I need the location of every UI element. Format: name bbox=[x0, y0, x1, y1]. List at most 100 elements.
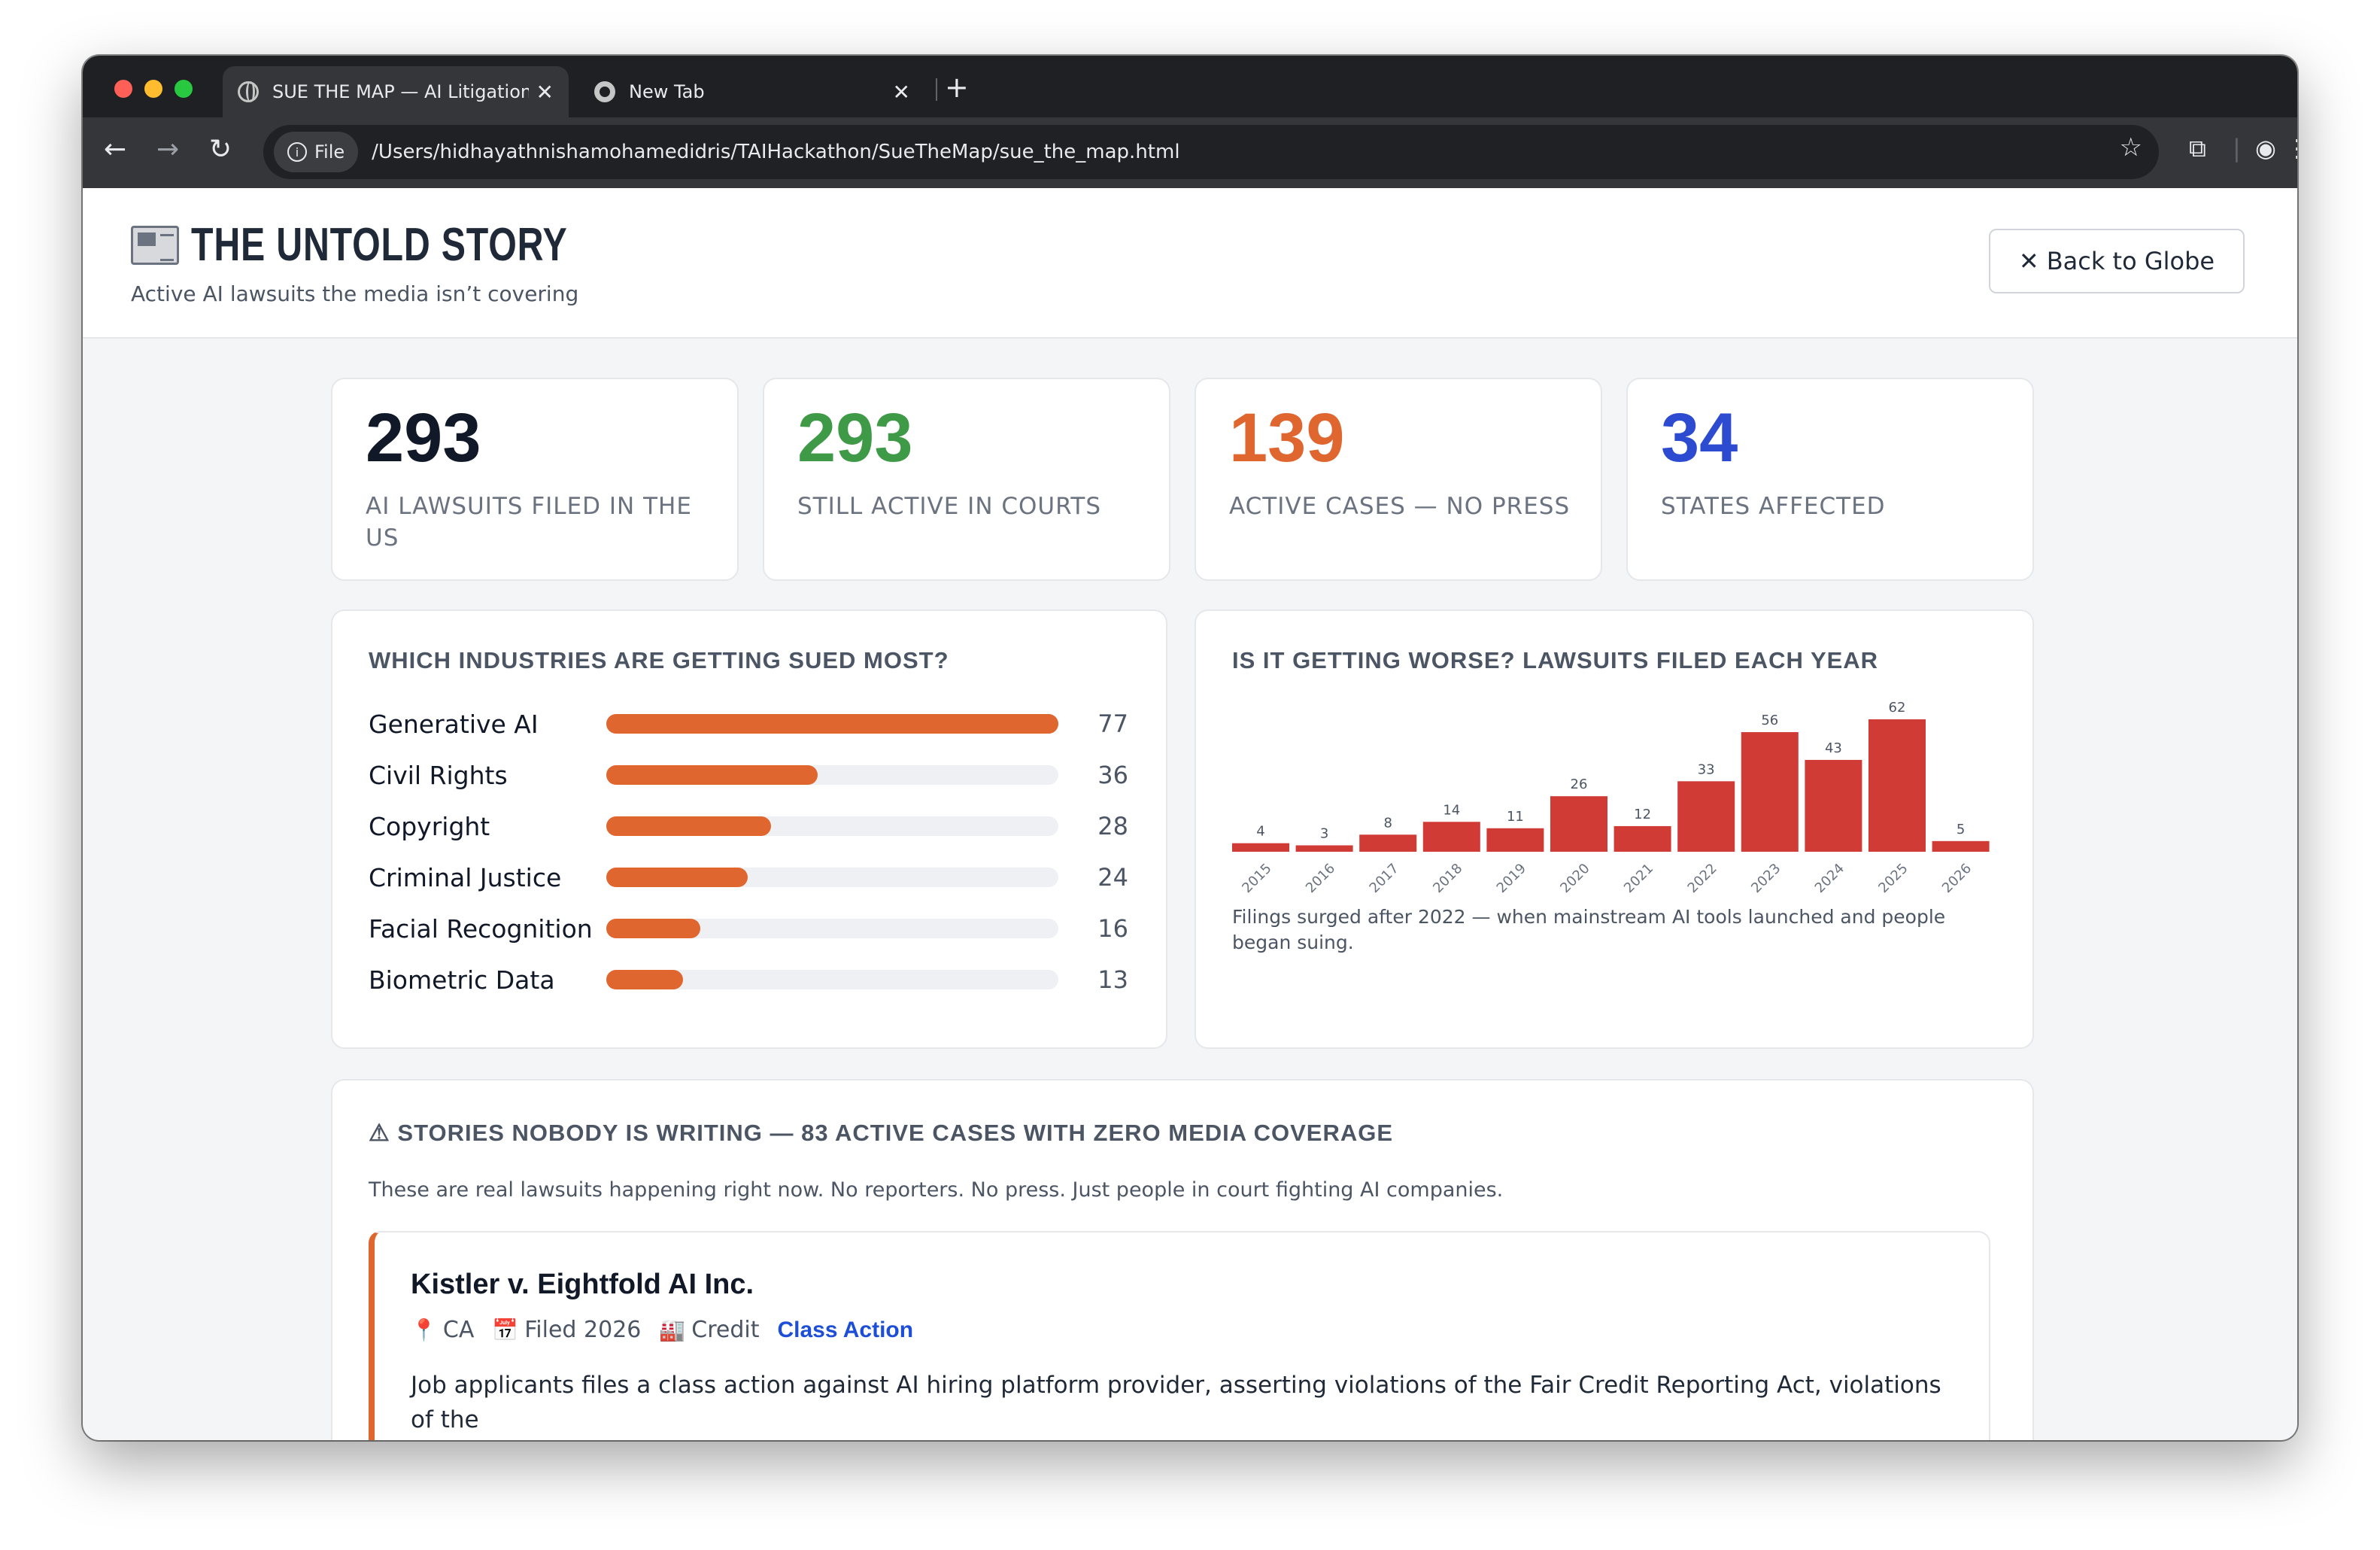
stat-value: 293 bbox=[366, 400, 481, 476]
industry-bar-fill bbox=[606, 714, 1059, 734]
chart-tick-label: 2015 bbox=[1239, 861, 1274, 896]
reload-icon[interactable]: ↻ bbox=[209, 134, 232, 165]
industry-bar-track bbox=[606, 765, 1059, 785]
calendar-icon: 📅 bbox=[492, 1318, 519, 1342]
tab-divider bbox=[936, 78, 937, 101]
industry-name: Criminal Justice bbox=[369, 862, 562, 892]
maximize-window-button[interactable] bbox=[175, 80, 193, 98]
site-info-chip[interactable]: i File bbox=[274, 132, 359, 172]
profile-icon[interactable]: ◉ bbox=[2255, 134, 2276, 163]
industry-bar-track bbox=[606, 714, 1059, 734]
stat-label: AI LAWSUITS FILED IN THE US bbox=[366, 493, 692, 552]
chart-data-label: 12 bbox=[1634, 807, 1651, 822]
chart-bar bbox=[1805, 759, 1862, 852]
chart-data-label: 11 bbox=[1507, 809, 1524, 825]
chart-tick-label: 2026 bbox=[1939, 861, 1975, 896]
industry-value: 24 bbox=[1097, 863, 1128, 892]
story-card[interactable]: Kistler v. Eightfold AI Inc. 📍 CA 📅 Filed … bbox=[369, 1231, 1990, 1440]
menu-kebab-icon[interactable]: ⋮ bbox=[2285, 134, 2297, 163]
stat-value: 139 bbox=[1229, 400, 1345, 476]
forward-arrow-icon[interactable]: → bbox=[156, 134, 180, 165]
chart-tick-label: 2021 bbox=[1621, 861, 1656, 896]
chart-data-label: 26 bbox=[1571, 777, 1588, 792]
industry-value: 28 bbox=[1097, 812, 1128, 840]
stat-value: 293 bbox=[797, 400, 913, 476]
stat-card-active: 293 STILL ACTIVE IN COURTS bbox=[763, 378, 1170, 581]
minimize-window-button[interactable] bbox=[144, 80, 162, 98]
chart-bar bbox=[1868, 719, 1926, 852]
industry-name: Facial Recognition bbox=[369, 913, 593, 944]
newspaper-icon bbox=[131, 225, 179, 265]
chart-note: Filings surged after 2022 — when mainstr… bbox=[1232, 906, 1946, 953]
stat-label: STATES AFFECTED bbox=[1661, 493, 1886, 520]
bookmark-star-icon[interactable]: ☆ bbox=[2119, 132, 2142, 163]
close-window-button[interactable] bbox=[114, 80, 132, 98]
case-tag[interactable]: Class Action bbox=[777, 1317, 914, 1342]
chrome-icon bbox=[594, 81, 615, 102]
chart-tick-label: 2016 bbox=[1303, 861, 1338, 896]
back-arrow-icon[interactable]: ← bbox=[104, 134, 127, 165]
new-tab-button[interactable]: + bbox=[945, 71, 969, 104]
chart-tick-label: 2023 bbox=[1748, 861, 1783, 896]
chart-tick-label: 2025 bbox=[1875, 861, 1911, 896]
industry-row: Generative AI 77 bbox=[369, 709, 1128, 739]
industry-row: Biometric Data 13 bbox=[369, 965, 1128, 995]
chart-tick-label: 2020 bbox=[1557, 861, 1592, 896]
chart-data-label: 3 bbox=[1320, 825, 1328, 841]
case-filed: Filed 2026 bbox=[524, 1317, 642, 1343]
industry-value: 36 bbox=[1097, 761, 1128, 789]
chart-bar bbox=[1613, 825, 1671, 852]
page-content: THE UNTOLD STORY Active AI lawsuits the … bbox=[83, 188, 2297, 1440]
close-tab-icon[interactable]: ✕ bbox=[892, 79, 910, 105]
chart-bar bbox=[1550, 796, 1607, 852]
chart-data-label: 56 bbox=[1761, 713, 1778, 728]
industry-name: Copyright bbox=[369, 811, 490, 841]
info-icon: i bbox=[287, 142, 307, 162]
industry-bar-track bbox=[606, 970, 1059, 989]
tab-new-tab[interactable]: New Tab ✕ bbox=[579, 66, 925, 117]
chart-tick-label: 2017 bbox=[1367, 861, 1402, 896]
chart-bar bbox=[1486, 828, 1544, 852]
browser-window: SUE THE MAP — AI Litigation ✕ New Tab ✕ … bbox=[83, 56, 2297, 1440]
page-subtitle: Active AI lawsuits the media isn’t cover… bbox=[131, 281, 579, 306]
yearly-chart-card: IS IT GETTING WORSE? LAWSUITS FILED EACH… bbox=[1195, 609, 2034, 1049]
close-tab-icon[interactable]: ✕ bbox=[536, 79, 554, 105]
url-text[interactable]: /Users/hidhayathnishamohamedidris/TAIHac… bbox=[372, 141, 1180, 163]
back-to-globe-button[interactable]: ✕ Back to Globe bbox=[1989, 229, 2245, 293]
industry-name: Generative AI bbox=[369, 709, 539, 739]
tab-sue-the-map[interactable]: SUE THE MAP — AI Litigation ✕ bbox=[223, 66, 569, 117]
industry-row: Civil Rights 36 bbox=[369, 760, 1128, 790]
industry-value: 13 bbox=[1097, 965, 1128, 994]
stories-title: ⚠ STORIES NOBODY IS WRITING — 83 ACTIVE … bbox=[369, 1120, 1393, 1147]
page-header: THE UNTOLD STORY Active AI lawsuits the … bbox=[83, 188, 2297, 339]
address-bar[interactable]: i File /Users/hidhayathnishamohamedidris… bbox=[263, 125, 2159, 179]
tab-strip: SUE THE MAP — AI Litigation ✕ New Tab ✕ … bbox=[83, 56, 2297, 117]
chart-bar bbox=[1932, 840, 1990, 852]
chart-tick-label: 2019 bbox=[1494, 861, 1529, 896]
page-title: THE UNTOLD STORY bbox=[191, 219, 568, 271]
industry-row: Criminal Justice 24 bbox=[369, 862, 1128, 892]
tab-title: SUE THE MAP — AI Litigation bbox=[272, 81, 529, 102]
industries-card: WHICH INDUSTRIES ARE GETTING SUED MOST? … bbox=[331, 609, 1167, 1049]
chart-bar bbox=[1677, 781, 1735, 852]
close-icon: ✕ bbox=[2018, 247, 2039, 275]
chart-data-label: 4 bbox=[1256, 824, 1264, 840]
industry-name: Civil Rights bbox=[369, 760, 508, 790]
industry-bar-fill bbox=[606, 765, 818, 785]
case-description: Job applicants files a class action agai… bbox=[411, 1372, 1941, 1433]
tab-search-icon[interactable]: ⧉ bbox=[2189, 134, 2206, 163]
case-category: Credit bbox=[691, 1317, 760, 1343]
chart-bar bbox=[1741, 732, 1799, 852]
chart-data-label: 5 bbox=[1957, 822, 1965, 837]
browser-toolbar: ← → ↻ i File /Users/hidhayathnishamohame… bbox=[83, 117, 2297, 188]
industry-row: Copyright 28 bbox=[369, 811, 1128, 841]
industry-value: 16 bbox=[1097, 914, 1128, 943]
industry-bar-fill bbox=[606, 970, 683, 989]
case-title: Kistler v. Eightfold AI Inc. bbox=[411, 1269, 754, 1300]
industry-row: Facial Recognition 16 bbox=[369, 913, 1128, 944]
warning-icon: ⚠ bbox=[369, 1120, 398, 1146]
brand: THE UNTOLD STORY bbox=[131, 218, 674, 272]
chart-tick-label: 2018 bbox=[1430, 861, 1465, 896]
stat-card-states: 34 STATES AFFECTED bbox=[1626, 378, 2034, 581]
industry-name: Biometric Data bbox=[369, 965, 555, 995]
